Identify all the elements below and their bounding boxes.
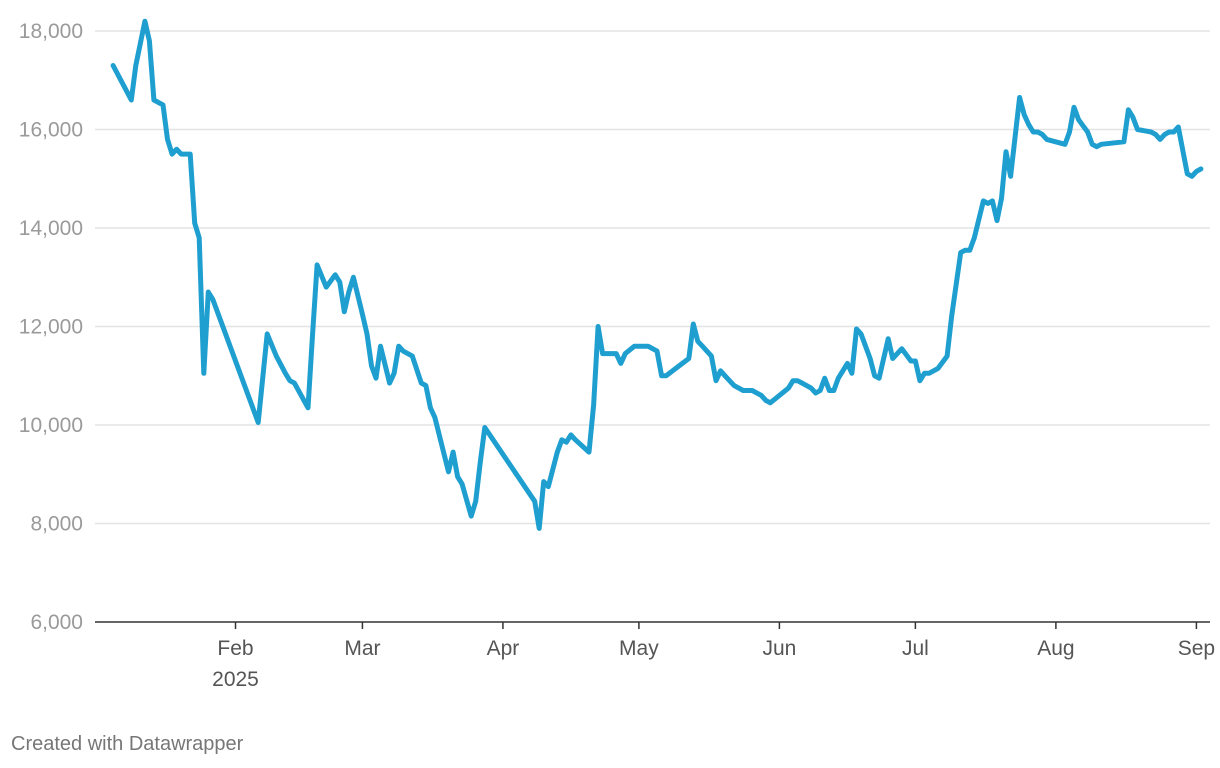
y-tick-label: 6,000: [30, 611, 83, 634]
x-tick-label: Apr: [487, 637, 520, 660]
y-tick-label: 16,000: [19, 119, 83, 142]
y-tick-label: 8,000: [30, 513, 83, 536]
x-axis-ticks: Feb 2025 Mar Apr May Jun Jul Aug Sep: [212, 622, 1215, 691]
line-chart: 6,000 8,000 10,000 12,000 14,000 16,000 18,000…: [19, 18, 1215, 691]
series-line: [110, 18, 1204, 531]
x-tick-label: Aug: [1037, 637, 1074, 660]
gridlines: [95, 30, 1210, 525]
x-tick-label: Mar: [344, 637, 380, 660]
x-tick-label: Jun: [762, 637, 796, 660]
x-tick-label: Feb: [217, 637, 253, 660]
x-tick-sublabel: 2025: [212, 668, 259, 691]
series-layer: [110, 18, 1204, 531]
y-tick-label: 18,000: [19, 20, 83, 43]
x-tick-label: Jul: [902, 637, 929, 660]
y-tick-label: 12,000: [19, 316, 83, 339]
y-tick-label: 14,000: [19, 217, 83, 240]
x-tick-label: May: [619, 637, 659, 660]
y-axis-ticks: 6,000 8,000 10,000 12,000 14,000 16,000 18,000: [19, 20, 83, 634]
credit-text: Created with Datawrapper: [11, 733, 244, 755]
y-tick-label: 10,000: [19, 414, 83, 437]
x-tick-label: Sep: [1178, 637, 1215, 660]
